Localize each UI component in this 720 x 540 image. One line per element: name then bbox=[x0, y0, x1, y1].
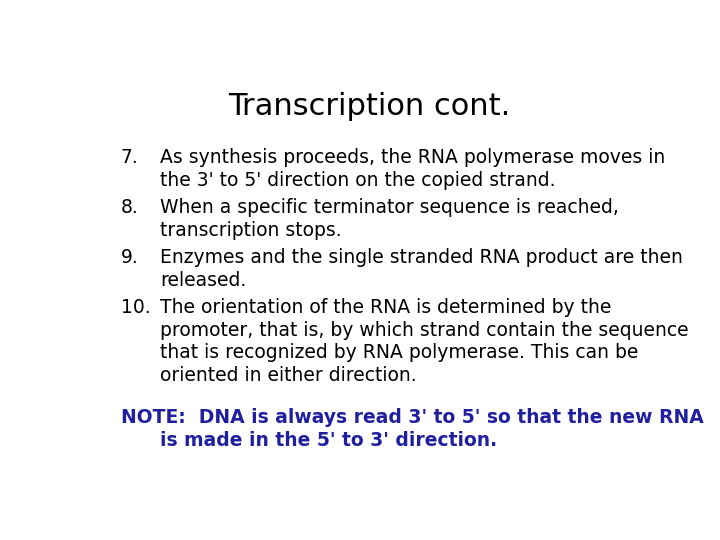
Text: 9.: 9. bbox=[121, 248, 138, 267]
Text: As synthesis proceeds, the RNA polymerase moves in: As synthesis proceeds, the RNA polymeras… bbox=[160, 148, 665, 167]
Text: promoter, that is, by which strand contain the sequence: promoter, that is, by which strand conta… bbox=[160, 321, 688, 340]
Text: released.: released. bbox=[160, 271, 246, 289]
Text: transcription stops.: transcription stops. bbox=[160, 221, 341, 240]
Text: that is recognized by RNA polymerase. This can be: that is recognized by RNA polymerase. Th… bbox=[160, 343, 638, 362]
Text: oriented in either direction.: oriented in either direction. bbox=[160, 366, 416, 385]
Text: the 3' to 5' direction on the copied strand.: the 3' to 5' direction on the copied str… bbox=[160, 171, 555, 190]
Text: 8.: 8. bbox=[121, 198, 138, 217]
Text: 10.: 10. bbox=[121, 298, 150, 316]
Text: Transcription cont.: Transcription cont. bbox=[228, 92, 510, 121]
Text: NOTE:  DNA is always read 3' to 5' so that the new RNA: NOTE: DNA is always read 3' to 5' so tha… bbox=[121, 408, 703, 427]
Text: is made in the 5' to 3' direction.: is made in the 5' to 3' direction. bbox=[160, 431, 497, 450]
Text: The orientation of the RNA is determined by the: The orientation of the RNA is determined… bbox=[160, 298, 611, 316]
Text: 7.: 7. bbox=[121, 148, 138, 167]
Text: When a specific terminator sequence is reached,: When a specific terminator sequence is r… bbox=[160, 198, 618, 217]
Text: Enzymes and the single stranded RNA product are then: Enzymes and the single stranded RNA prod… bbox=[160, 248, 683, 267]
